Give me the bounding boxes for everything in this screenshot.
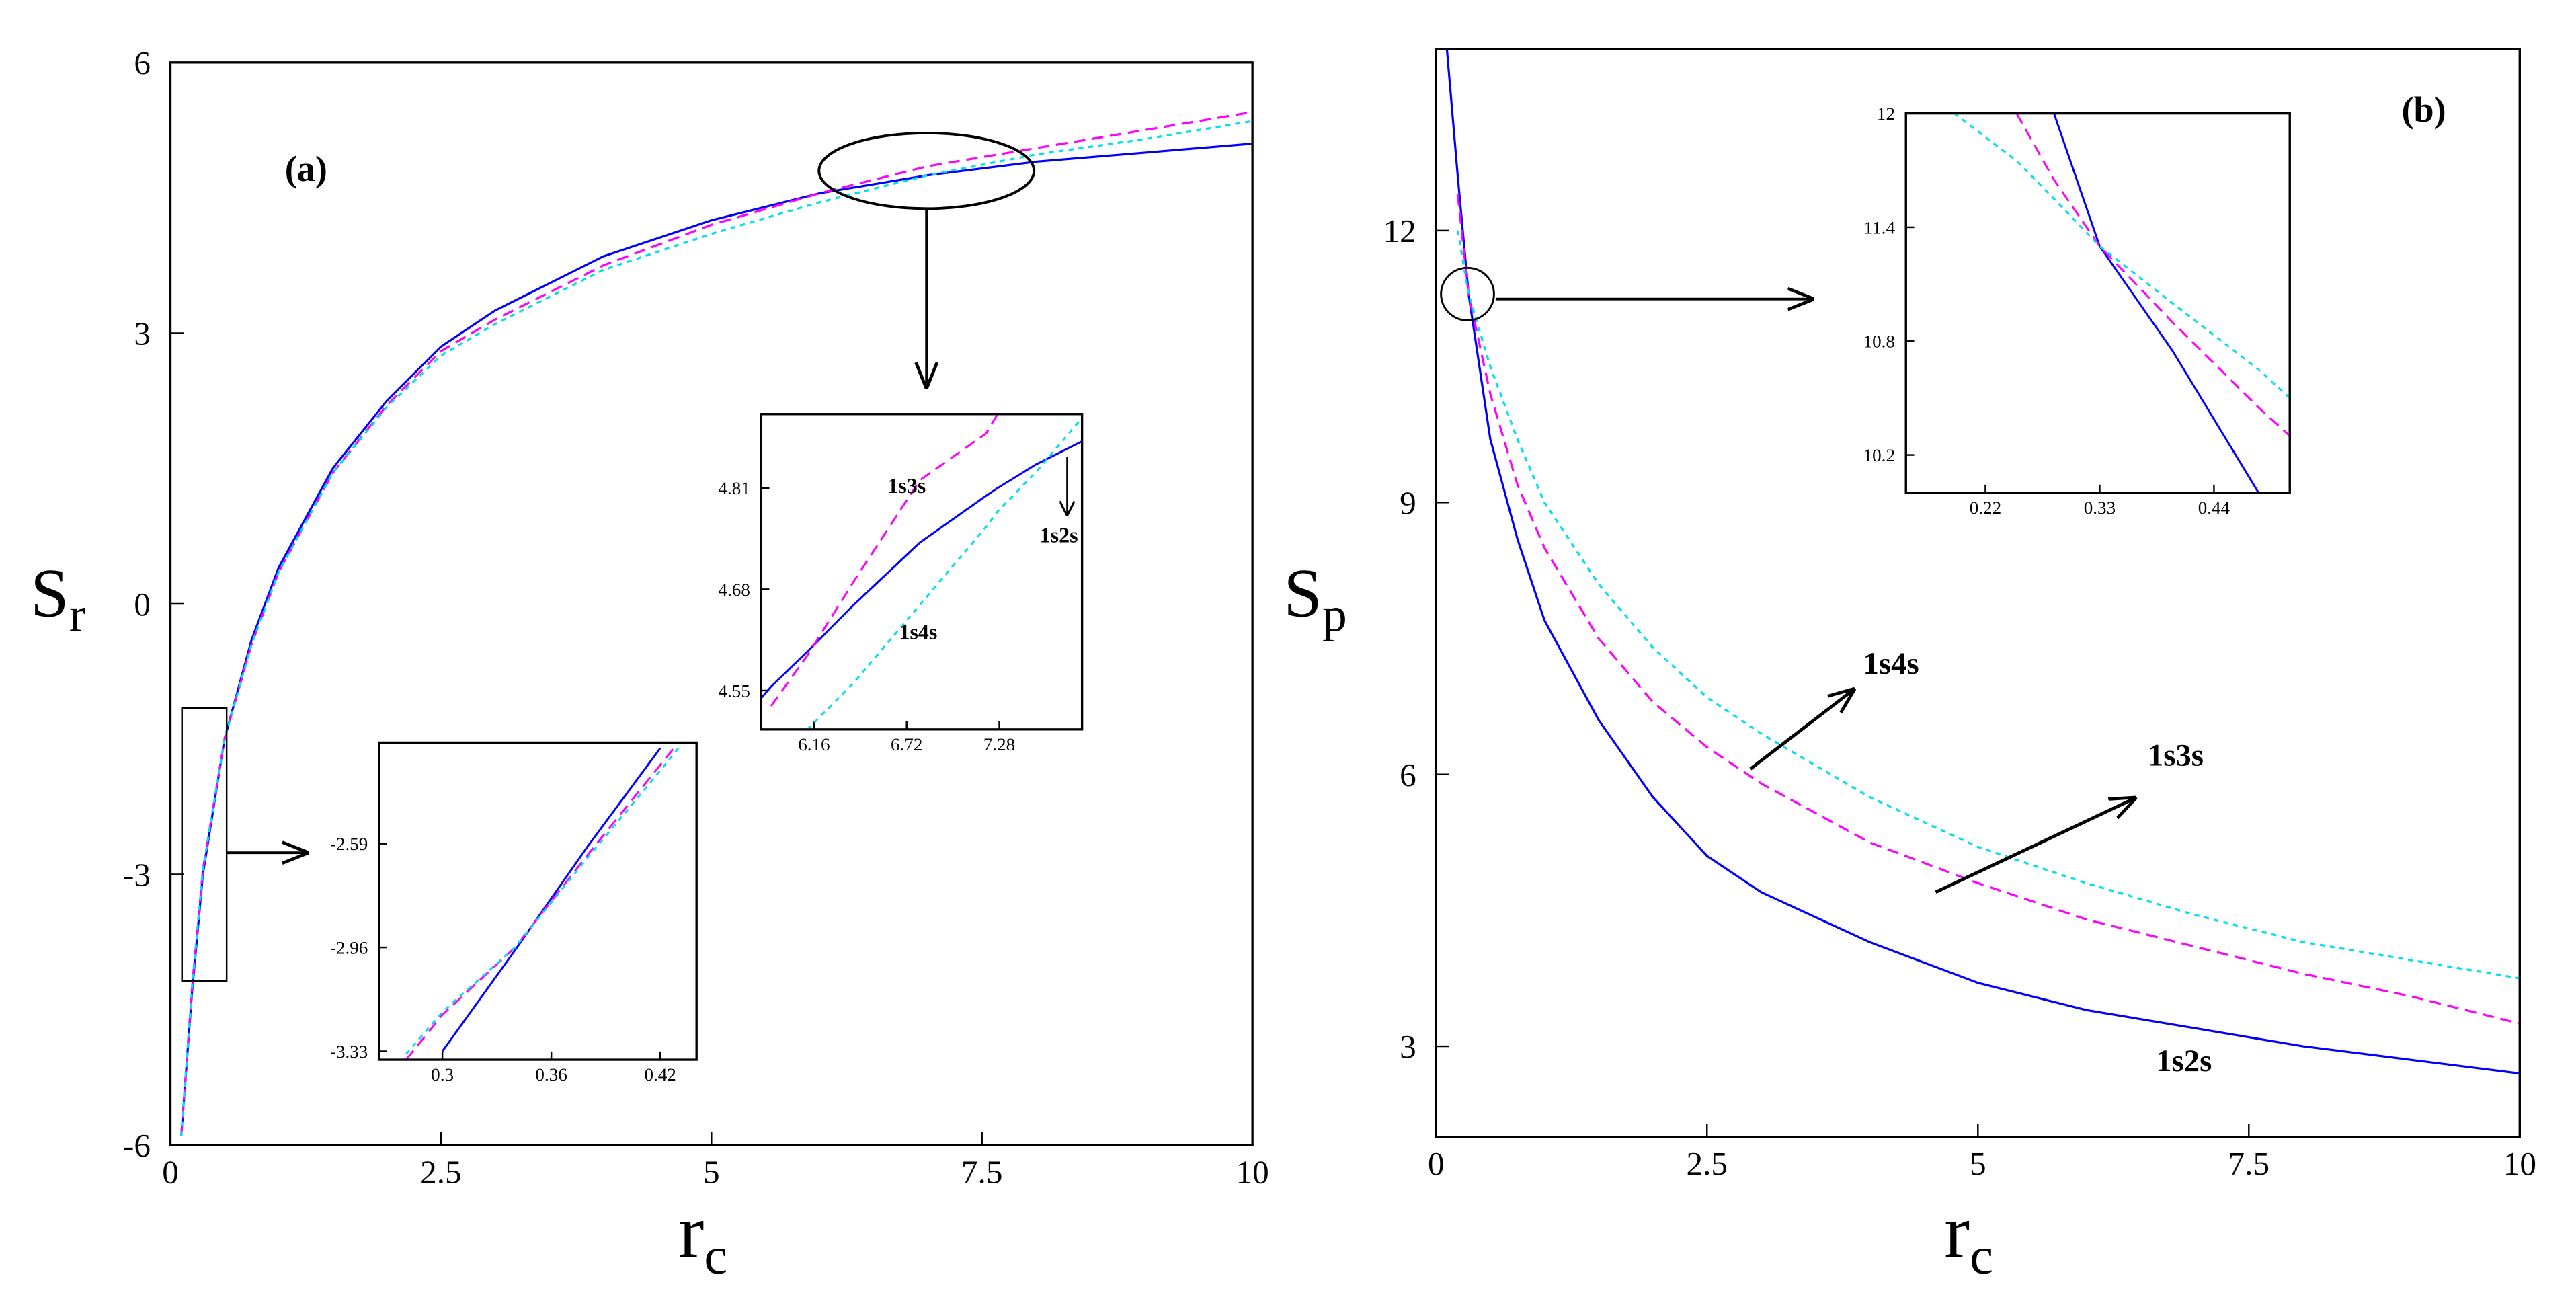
x-tick-label: 0.42 — [644, 1064, 676, 1085]
x-tick-label: 0 — [1428, 1145, 1445, 1182]
x-axis-label-sub: c — [704, 1226, 727, 1285]
panel-label: (a) — [285, 149, 327, 189]
series-label: 1s2s — [2156, 1044, 2212, 1079]
y-axis-label: Sr — [30, 555, 85, 642]
y-tick-label: -2.59 — [330, 834, 368, 854]
y-tick-label: -3.33 — [330, 1042, 368, 1062]
plot-border — [1904, 112, 2291, 494]
x-tick-label: 2.5 — [420, 1153, 462, 1190]
x-tick-label: 7.28 — [983, 734, 1015, 754]
y-tick-label: -2.96 — [330, 938, 368, 958]
x-tick-label: 0.3 — [431, 1064, 454, 1085]
y-tick-label: 12 — [1877, 104, 1895, 124]
series-label: 1s4s — [1863, 646, 1919, 681]
panel: 0 2.5 5 7.5 10 3 6 9 12 1s2s 1s3s 1s4s (b) rc Sp — [1283, 48, 2536, 1285]
y-tick-label: 6 — [134, 44, 151, 81]
x-axis-label-sub: c — [1970, 1226, 1993, 1285]
x-tick-label: 5 — [703, 1153, 720, 1190]
y-tick-label: -3 — [123, 857, 151, 894]
series-line — [806, 417, 1082, 730]
y-axis-label-sub: p — [1322, 587, 1347, 642]
series-line — [179, 120, 1253, 1136]
y-axis-label-sub: r — [69, 587, 86, 642]
x-tick-label: 10 — [2503, 1145, 2536, 1182]
series-line — [1456, 194, 2520, 1025]
x-tick-label: 0 — [162, 1153, 179, 1190]
y-tick-label: 12 — [1383, 212, 1416, 249]
label-arrow — [1935, 799, 2134, 894]
series-line — [761, 440, 1082, 699]
plot-border — [760, 413, 1084, 731]
x-tick-label: 7.5 — [961, 1153, 1003, 1190]
series-label: 1s2s — [1040, 523, 1078, 547]
y-tick-label: 11.4 — [1864, 217, 1896, 237]
y-tick-label: 4.81 — [719, 478, 750, 498]
y-tick-label: 3 — [134, 315, 151, 352]
x-tick-label: 10 — [1236, 1153, 1269, 1190]
series-line — [1445, 49, 2520, 1075]
zoom-circle — [1440, 266, 1495, 321]
plot-border — [1435, 48, 2521, 1138]
panel: 0.22 0.33 0.44 10.2 10.8 11.4 12 — [1863, 104, 2291, 518]
y-tick-label: 4.68 — [719, 580, 750, 600]
x-tick-label: 2.5 — [1687, 1145, 1728, 1182]
plot-border — [169, 61, 1254, 1146]
y-axis-label: Sp — [1283, 555, 1346, 642]
series-label: 1s3s — [887, 474, 926, 498]
x-tick-label: 0.44 — [2198, 498, 2230, 518]
zoom-rect — [181, 707, 228, 982]
x-tick-label: 5 — [1970, 1145, 1986, 1182]
series-line — [2015, 113, 2290, 437]
series-line — [1456, 230, 2520, 980]
y-axis-label-main: S — [30, 555, 69, 632]
x-tick-label: 0.33 — [2084, 498, 2116, 518]
y-tick-label: 10.2 — [1863, 445, 1895, 465]
x-axis-label-main: r — [679, 1190, 705, 1274]
plot-border — [378, 741, 698, 1061]
x-axis-label-main: r — [1944, 1190, 1970, 1274]
y-axis-label-main: S — [1283, 555, 1322, 632]
x-axis-label: rc — [679, 1190, 728, 1285]
panel-label: (b) — [2401, 89, 2446, 130]
y-tick-label: 10.8 — [1863, 331, 1895, 352]
x-tick-label: 0.36 — [535, 1064, 567, 1085]
x-tick-label: 7.5 — [2228, 1145, 2270, 1182]
y-tick-label: 4.55 — [719, 680, 750, 701]
y-tick-label: 9 — [1400, 485, 1416, 522]
x-tick-label: 0.22 — [1970, 498, 2001, 518]
label-arrow — [1749, 690, 1853, 771]
series-line — [1954, 113, 2290, 399]
series-label: 1s4s — [899, 621, 937, 644]
panel: 6.16 6.72 7.28 4.55 4.68 4.81 1s2s 1s3s 1s4s — [719, 413, 1084, 754]
y-tick-label: 6 — [1400, 756, 1416, 793]
panel: 0.3 0.36 0.42 -3.33 -2.96 -2.59 — [330, 741, 698, 1085]
x-tick-label: 6.16 — [798, 734, 830, 754]
series-line — [441, 747, 661, 1052]
series-line — [770, 414, 999, 707]
y-tick-label: 3 — [1400, 1028, 1416, 1065]
x-axis-label: rc — [1944, 1190, 1993, 1285]
y-tick-label: 0 — [134, 586, 151, 623]
x-tick-label: 6.72 — [891, 734, 922, 754]
series-label: 1s3s — [2148, 738, 2204, 773]
series-line — [405, 747, 680, 1055]
y-tick-label: -6 — [123, 1127, 151, 1164]
series-line — [2053, 113, 2260, 494]
series-line — [179, 111, 1253, 1136]
